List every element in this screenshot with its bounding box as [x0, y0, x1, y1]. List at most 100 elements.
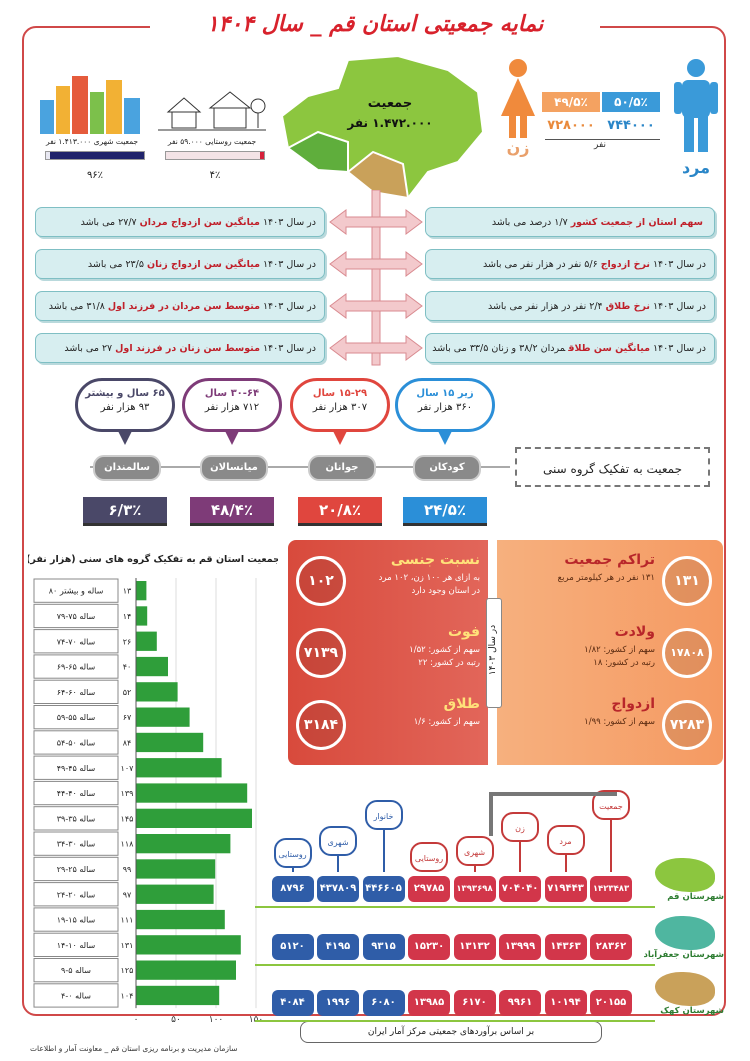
stat-title: نسبت جنسی — [390, 552, 480, 568]
female-label: زن — [506, 138, 530, 157]
count-unit: نفر — [585, 140, 615, 150]
table-cell: ۱۹۹۶ — [317, 990, 359, 1016]
value-label: ۴۰ — [123, 663, 132, 672]
column-header: مرد — [546, 825, 585, 855]
footer-org: سازمان مدیریت و برنامه ریزی استان قم _ م… — [30, 1044, 238, 1053]
stat-value: ۱۷۸۰۸ — [662, 628, 712, 678]
fact-key: متوسط سن مردان در فرزند اول — [107, 301, 260, 312]
value-label: ۱۳۱ — [121, 941, 134, 950]
county-blob — [655, 972, 715, 1006]
category-cell — [33, 755, 119, 780]
count-rule — [545, 139, 660, 140]
table-cell: ۱۳۱۳۲ — [453, 934, 496, 960]
category-cell — [33, 705, 119, 730]
y-tick-label: ۵۴-۵۰ ساله — [57, 738, 96, 747]
fact-box: در سال ۱۴۰۳نرخ طلاق۲/۴ نفر در هزار نفر م… — [425, 291, 715, 321]
fact-text: ۲۷ می باشد — [64, 343, 113, 354]
value-label: ۶۷ — [123, 713, 132, 722]
value-label: ۱۳۹ — [121, 789, 134, 798]
x-tick-label: ۵۰ — [171, 1015, 181, 1025]
stat-title: ازدواج — [611, 696, 655, 712]
table-cell: ۴۳۷۸۰۹ — [317, 876, 359, 902]
chart-title: جمعیت استان قم به تفکیک گروه های سنی (هز… — [28, 553, 278, 565]
x-tick-label: ۱۰۰ — [209, 1015, 224, 1025]
value-label: ۱۳ — [123, 587, 132, 596]
table-cell: ۱۴۲۳۴۸۳ — [590, 876, 632, 902]
rural-bar — [260, 152, 264, 159]
column-header: شهری — [319, 826, 357, 856]
category-cell — [33, 882, 119, 907]
table-cell: ۱۰۱۹۴ — [544, 990, 587, 1016]
rural-label: جمعیت روستایی ۵۹.۰۰۰ نفر — [167, 137, 257, 146]
urban-label: جمعیت شهری ۱.۴۱۳.۰۰۰ نفر — [45, 137, 139, 146]
age-bubble: ۱۵-۲۹ سال ۳۰۷ هزار نفر — [290, 378, 390, 432]
age-count: ۳۶۰ هزار نفر — [417, 402, 473, 413]
age-count: ۷۱۲ هزار نفر — [204, 402, 260, 413]
province-map — [280, 54, 485, 200]
bar — [136, 656, 168, 677]
male-label: مرد — [681, 158, 711, 177]
title: نمایه جمعیتی استان قم _ سال ۱۴۰۴ — [150, 8, 600, 42]
male-percent: ۵۰/۵٪ — [602, 92, 660, 112]
y-tick-label: ۸۰ ساله و بیشتر — [49, 587, 104, 596]
age-bubble: ۳۰-۶۴ سال ۷۱۲ هزار نفر — [182, 378, 282, 432]
header-connector — [489, 792, 617, 836]
male-icon — [674, 59, 718, 152]
map-value: ۱.۴۷۲.۰۰۰ نفر — [347, 116, 433, 130]
value-label: ۱۲۵ — [121, 966, 134, 975]
table-cell: ۱۳۹۸۵ — [408, 990, 450, 1016]
urban-percent: ۹۶٪ — [86, 170, 104, 181]
category-cell — [33, 654, 119, 679]
value-label: ۹۷ — [123, 890, 132, 899]
category-cell — [33, 780, 119, 806]
female-icon — [501, 59, 535, 138]
value-label: ۱۱۱ — [121, 916, 134, 925]
header-stem — [473, 866, 476, 872]
fact-box: در سال ۱۴۰۳میانگین سن طلاقمردان ۳۸/۲ و ز… — [425, 333, 715, 363]
age-range: زیر ۱۵ سال — [416, 388, 474, 399]
rural-bar-track — [165, 151, 265, 160]
stat-value: ۱۰۲ — [296, 556, 346, 606]
fact-key: میانگین سن طلاق — [568, 343, 650, 354]
female-count: ۷۲۸۰۰۰ — [547, 118, 595, 133]
stat-text: فوت سهم از کشور: ۱/۵۲ رتبه در کشور: ۲۲ — [350, 624, 480, 670]
column-header: روستایی — [410, 842, 448, 872]
table-cell: ۷۰۴۰۴۰ — [499, 876, 541, 902]
stat-title: ولادت — [614, 624, 655, 640]
age-percent: ۲۰/۸٪ — [298, 497, 382, 526]
column-header: زن — [501, 812, 539, 842]
y-tick-label: ۴-۰ ساله — [61, 991, 91, 1000]
age-range: ۱۵-۲۹ سال — [312, 388, 368, 399]
stat-value: ۷۲۸۳ — [662, 700, 712, 750]
table-cell: ۹۳۱۵ — [362, 934, 405, 960]
y-tick-label: ۶۹-۶۵ ساله — [57, 663, 96, 672]
book-spine — [486, 598, 502, 708]
stat-value: ۱۳۱ — [662, 556, 712, 606]
county-name: شهرستان قم — [667, 892, 724, 902]
y-tick-label: ۷۹-۷۵ ساله — [57, 612, 96, 621]
table-cell: ۶۰۸۰ — [362, 990, 405, 1016]
age-heading: جمعیت به تفکیک گروه سنی — [515, 447, 710, 487]
fact-year: در سال ۱۴۰۳ — [262, 343, 316, 354]
y-tick-label: ۹-۵ ساله — [61, 966, 91, 975]
bar — [136, 808, 252, 828]
fact-year: در سال ۱۴۰۳ — [262, 259, 316, 270]
stat-text: ولادت سهم از کشور: ۱/۸۲ رتبه در کشور: ۱۸ — [505, 624, 655, 670]
bar — [136, 631, 157, 651]
fact-arrows — [329, 190, 423, 366]
fact-text: ۲۷/۷ می باشد — [80, 217, 137, 228]
bar — [136, 758, 222, 778]
bar — [136, 581, 147, 601]
rural-icon — [158, 91, 266, 131]
y-tick-label: ۷۴-۷۰ ساله — [57, 637, 96, 646]
stat-title: طلاق — [443, 696, 480, 712]
county-name: شهرستان جعفرآباد — [643, 950, 724, 960]
table-cell: ۴۴۶۶۰۵ — [362, 876, 405, 902]
y-tick-label: ۴۴-۴۰ ساله — [57, 789, 96, 798]
stat-line: سهم از کشور: ۱/۶ — [413, 717, 480, 727]
fact-box: در سال ۱۴۰۳متوسط سن مردان در فرزند اول۳۱… — [35, 291, 325, 321]
urban-bar-track — [45, 151, 145, 160]
value-label: ۱۱۸ — [121, 840, 135, 849]
map-label: جمعیت — [367, 96, 413, 111]
fact-key: متوسط سن زنان در فرزند اول — [115, 343, 260, 354]
